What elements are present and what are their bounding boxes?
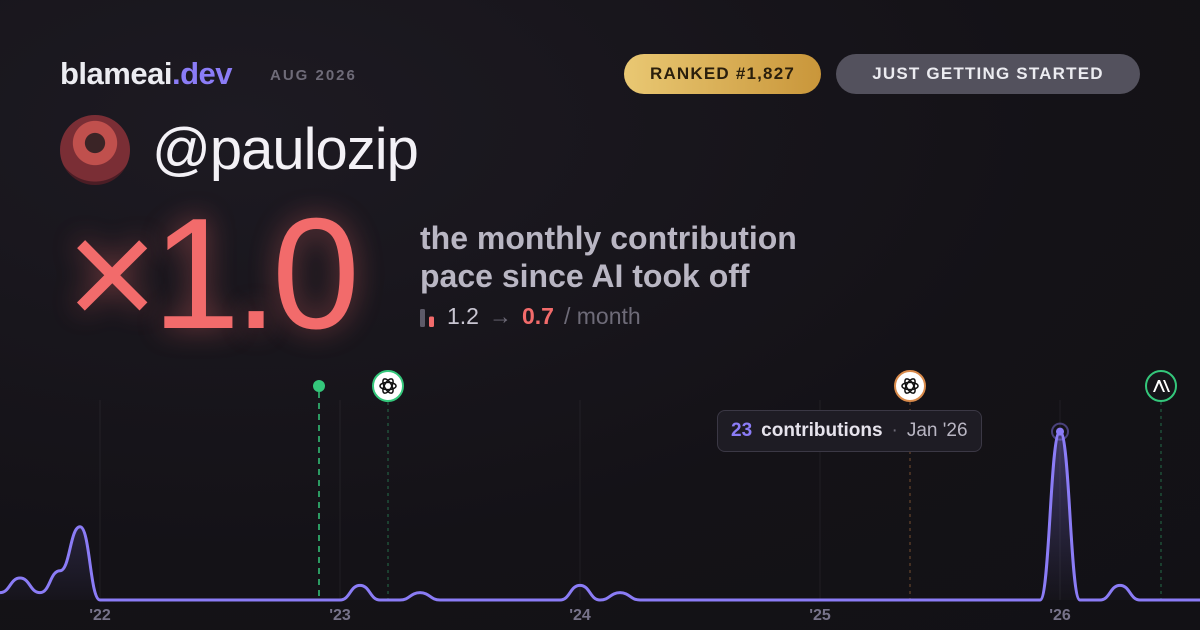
pace-after: 0.7	[521, 303, 554, 329]
x-tick-label: '26	[1049, 607, 1071, 624]
highlight-point	[1056, 427, 1064, 436]
x-tick-label: '25	[809, 607, 831, 624]
x-tick-label: '22	[89, 607, 111, 624]
status-badge: JUST GETTING STARTED	[836, 54, 1140, 94]
highlight-ring	[1051, 422, 1069, 441]
openai-icon	[372, 370, 404, 402]
openai-icon	[894, 370, 926, 402]
tooltip-label: contributions	[761, 420, 883, 441]
area	[0, 431, 1200, 600]
anthropic-icon	[1145, 370, 1177, 402]
pace-description: the monthly contribution pace since AI t…	[420, 219, 797, 295]
event-markers	[313, 370, 1177, 600]
pace-before: 1.2	[447, 303, 479, 329]
line	[0, 430, 1200, 602]
description-line: pace since AI took off	[420, 258, 750, 294]
tooltip-separator: ·	[891, 420, 898, 441]
pace-multiplier: ×1.0	[66, 186, 360, 362]
brand-tld: .dev	[171, 56, 233, 91]
pace-arrow: →	[488, 303, 512, 329]
handle: @paulozip	[152, 117, 419, 182]
tooltip-date: Jan '26	[906, 420, 968, 441]
description-line: the monthly contribution	[420, 220, 797, 256]
event-dot	[313, 380, 325, 392]
period: AUG 2026	[270, 67, 357, 84]
pace-unit: / month	[563, 303, 641, 329]
pace-stats: 1.2 → 0.7 / month	[419, 303, 641, 330]
rank-badge: RANKED #1,827	[624, 54, 821, 94]
brand-name: blameai	[60, 56, 172, 91]
tooltip-value: 23	[731, 420, 753, 441]
tooltip: 23 contributions · Jan '26	[717, 410, 982, 452]
avatar	[60, 115, 130, 185]
x-tick-label: '23	[329, 607, 351, 624]
pace-bar-before	[420, 308, 425, 327]
pace-bar-after	[429, 316, 434, 327]
pace-bars	[420, 308, 434, 327]
brand: blameai.dev	[60, 56, 232, 92]
x-tick-label: '24	[569, 607, 591, 624]
